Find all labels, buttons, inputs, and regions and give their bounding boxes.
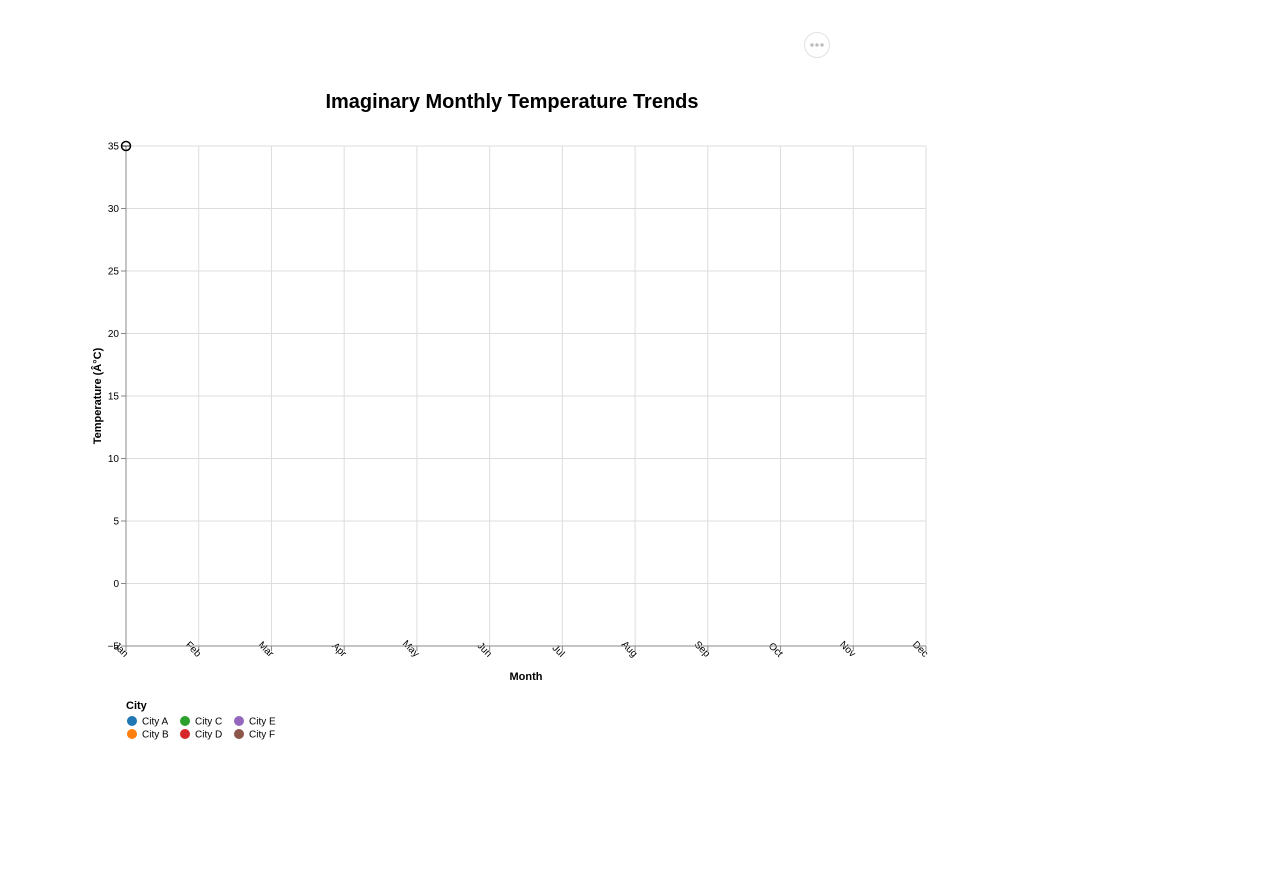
legend-label: City C [195,717,222,728]
legend-swatch [180,716,190,726]
y-tick-label: 10 [108,454,120,465]
x-tick-label: Mar [256,640,276,660]
legend-swatch [127,716,137,726]
legend-label: City F [249,730,275,741]
legend: City City A City B City C City D City E City … [126,700,276,741]
x-tick-label: Jun [475,640,494,659]
y-tick-label: 0 [113,579,119,590]
y-axis-title: Temperature (Â°C) [91,347,104,444]
x-tick-label: Nov [837,639,857,659]
x-tick-label: Aug [619,639,639,659]
legend-label: City A [142,717,168,728]
x-tick-label: Jul [550,643,567,660]
chart-axes: Jan Feb Mar Apr May Jun Jul Aug Sep Oct Nov Dec−505… [108,142,931,661]
y-tick-label: −5 [108,642,120,653]
x-tick-label: Sep [692,639,713,660]
y-tick-label: 15 [108,392,120,403]
y-tick-label: 30 [108,204,120,215]
chart-actions-menu-button[interactable] [804,32,830,58]
legend-title: City [126,700,148,712]
legend-swatch [180,729,190,739]
chart-marks [120,140,132,152]
legend-label: City E [249,717,276,728]
x-tick-label: Apr [330,641,349,660]
x-axis-title: Month [510,671,543,683]
x-tick-label: Feb [183,640,203,660]
legend-swatch [127,729,137,739]
y-tick-label: 5 [113,517,119,528]
x-tick-label: Oct [766,641,785,660]
legend-label: City D [195,730,222,741]
legend-swatch [234,729,244,739]
x-tick-label: Dec [910,639,930,659]
y-tick-label: 25 [108,267,120,278]
legend-swatch [234,716,244,726]
chart-grid [125,145,927,647]
x-tick-label: May [400,639,421,660]
chart-title: Imaginary Monthly Temperature Trends [325,91,698,113]
ellipsis-icon [810,43,824,47]
y-tick-label: 35 [108,142,120,153]
legend-label: City B [142,730,169,741]
y-tick-label: 20 [108,329,120,340]
